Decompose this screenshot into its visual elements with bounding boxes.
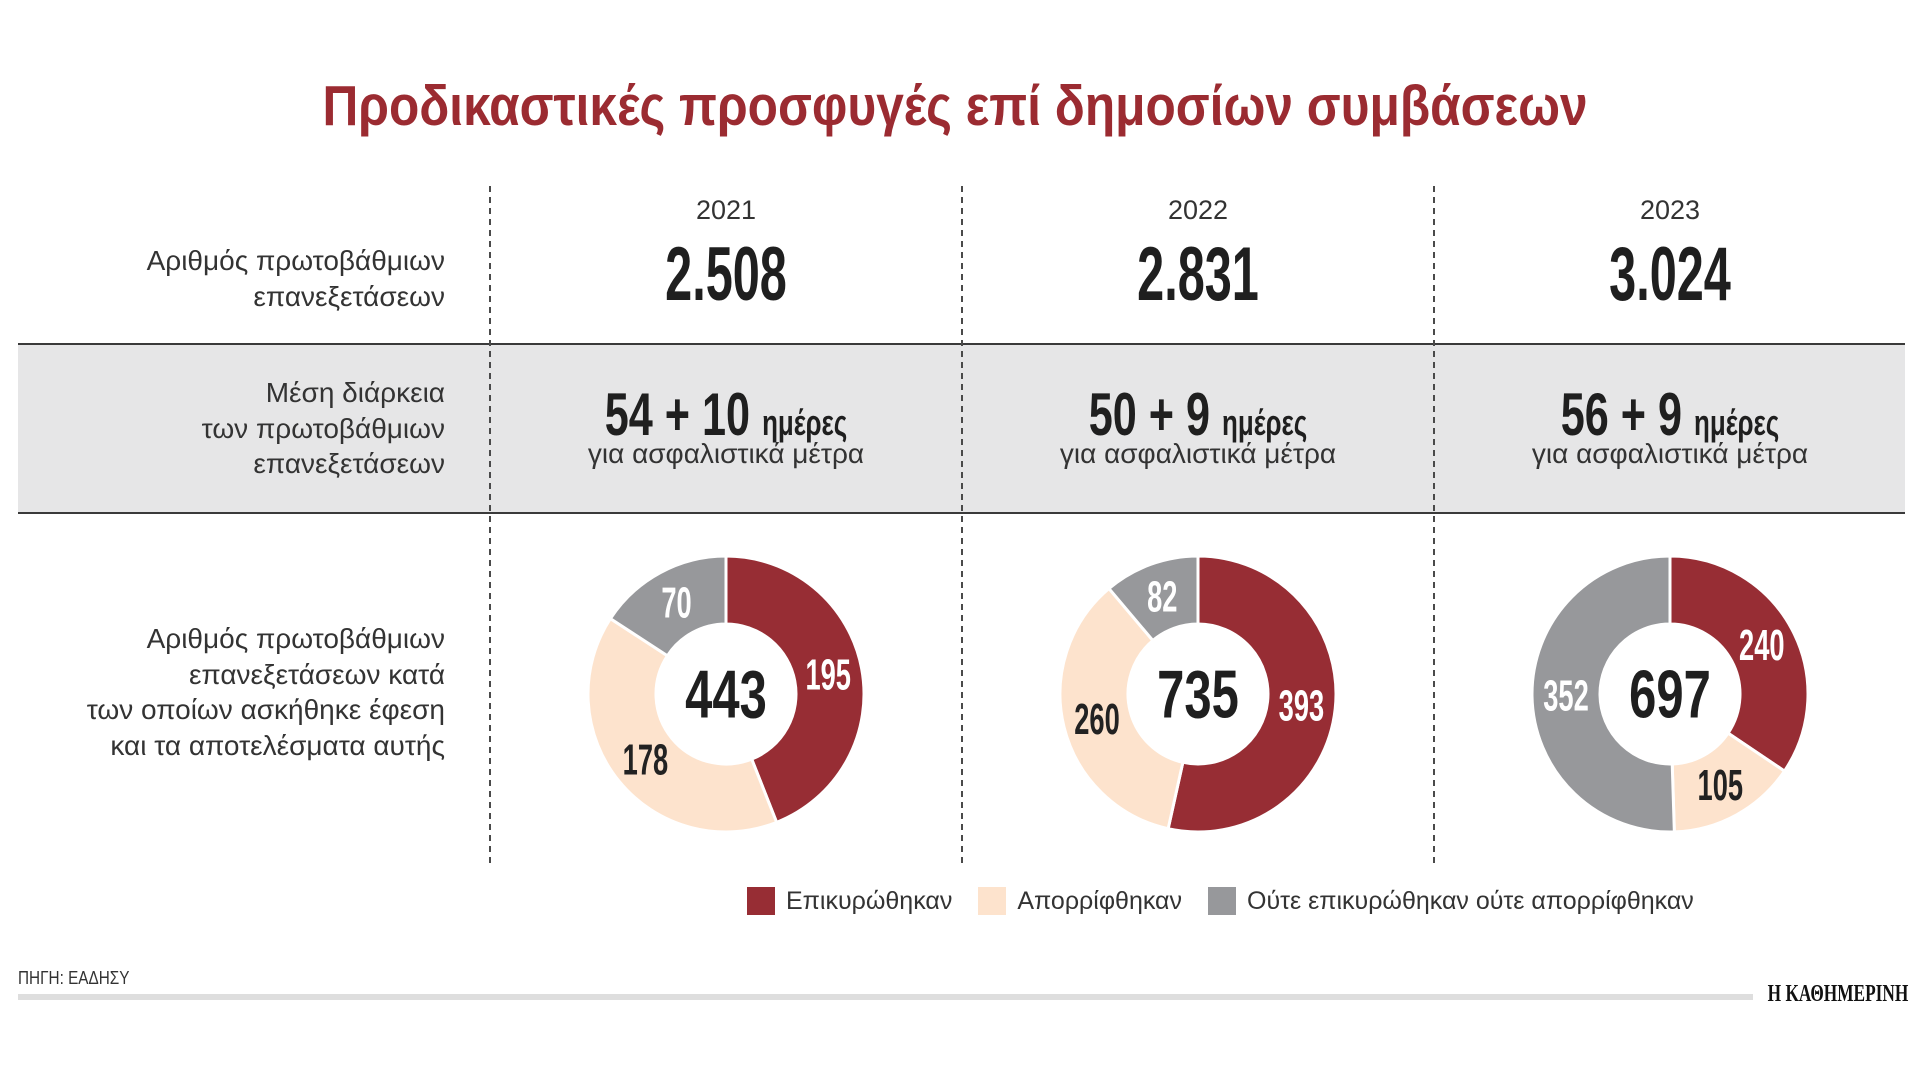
legend-label: Ούτε επικυρώθηκαν ούτε απορρίφθηκαν	[1247, 887, 1694, 915]
duration-note: για ασφαλιστικά μέτρα	[1531, 438, 1809, 469]
donut-label-confirmed: 195	[805, 650, 851, 699]
legend-swatch-neither	[1208, 887, 1236, 915]
row-label-line: των πρωτοβάθμιων	[201, 412, 445, 444]
donut-label-confirmed: 240	[1739, 620, 1785, 669]
year-heading: 2021	[695, 195, 757, 225]
source-note: ΠΗΓΗ: ΕΑΔΗΣΥ	[18, 968, 130, 988]
publisher-logo: Η ΚΑΘΗΜΕΡΙΝΗ	[1767, 981, 1908, 1007]
row-label-line: Αριθμός πρωτοβάθμιων	[146, 623, 445, 654]
legend-item-neither: Ούτε επικυρώθηκαν ούτε απορρίφθηκαν	[1208, 887, 1694, 915]
column-divider	[1433, 186, 1435, 867]
donut-label-rejected: 260	[1074, 694, 1120, 743]
donut-chart-2022: 393 260 82 735	[1058, 554, 1338, 834]
column-divider	[489, 186, 491, 867]
duration-note: για ασφαλιστικά μέτρα	[1059, 438, 1337, 469]
legend-swatch-confirmed	[747, 887, 775, 915]
donut-slice-neither	[1107, 554, 1200, 643]
legend-item-rejected: Απορρίφθηκαν	[978, 887, 1182, 915]
donut-slice-neither	[608, 554, 728, 658]
row-label-reviews: Αριθμός πρωτοβάθμιων επανεξετάσεων	[0, 243, 445, 314]
duration-unit: ημέρες	[762, 402, 848, 443]
row-label-line: επανεξετάσεων	[253, 280, 445, 312]
row-label-line: επανεξετάσεων	[253, 448, 445, 479]
legend-label: Απορρίφθηκαν	[1017, 887, 1182, 915]
duration-days: 54 + 10	[604, 381, 751, 448]
chart-legend: Επικυρώθηκαν Απορρίφθηκαν Ούτε επικυρώθη…	[747, 887, 1720, 915]
duration-days: 56 + 9	[1560, 381, 1683, 448]
duration-days: 50 + 9	[1088, 381, 1211, 448]
row-label-line: Αριθμός πρωτοβάθμιων	[146, 245, 445, 276]
year-column-2023: 2023 3.024 56 + 9 ημέρες για ασφαλιστικά…	[1434, 0, 1906, 880]
donut-center-total: 735	[1157, 656, 1239, 733]
donut-chart-2023: 240 105 352 697	[1530, 554, 1810, 834]
duration-value: 54 + 10 ημέρες	[556, 385, 896, 445]
duration-unit: ημέρες	[1222, 402, 1308, 443]
donut-slice-rejected	[1058, 587, 1185, 831]
donut-slice-rejected	[586, 617, 779, 834]
donut-slice-confirmed	[1166, 554, 1338, 834]
donut-label-confirmed: 393	[1279, 681, 1325, 730]
reviews-count: 2.508	[665, 232, 787, 317]
duration-unit: ημέρες	[1694, 402, 1780, 443]
year-heading: 2023	[1639, 195, 1701, 225]
reviews-count: 3.024	[1609, 232, 1731, 317]
legend-label: Επικυρώθηκαν	[786, 887, 953, 915]
donut-label-neither: 82	[1147, 572, 1177, 621]
row-label-line: Μέση διάρκεια	[265, 377, 445, 408]
year-column-2021: 2021 2.508 54 + 10 ημέρες για ασφαλιστικ…	[490, 0, 962, 880]
reviews-count: 2.831	[1137, 232, 1259, 317]
legend-item-confirmed: Επικυρώθηκαν	[747, 887, 952, 915]
legend-swatch-rejected	[978, 887, 1007, 915]
duration-value: 56 + 9 ημέρες	[1500, 385, 1840, 445]
donut-label-rejected: 178	[623, 735, 669, 784]
donut-center-total: 443	[685, 656, 767, 733]
year-heading: 2022	[1167, 195, 1229, 225]
footer-bar	[18, 994, 1753, 1000]
row-label-line: και τα αποτελέσματα αυτής	[110, 729, 445, 761]
donut-label-rejected: 105	[1698, 760, 1744, 809]
donut-label-neither: 352	[1543, 671, 1589, 720]
duration-value: 50 + 9 ημέρες	[1028, 385, 1368, 445]
donut-slice-confirmed	[724, 554, 866, 824]
donut-chart-2021: 195 178 70 443	[586, 554, 866, 834]
row-label-duration: Μέση διάρκεια των πρωτοβάθμιων επανεξετά…	[0, 375, 445, 482]
column-divider	[961, 186, 963, 867]
donut-slice-neither	[1530, 554, 1676, 834]
year-column-2022: 2022 2.831 50 + 9 ημέρες για ασφαλιστικά…	[962, 0, 1434, 880]
donut-center-total: 697	[1629, 656, 1711, 733]
row-label-line: επανεξετάσεων κατά	[188, 658, 445, 690]
row-label-line: των οποίων ασκήθηκε έφεση	[86, 694, 445, 725]
infographic-title: Προδικαστικές προσφυγές επί δημοσίων συμ…	[322, 74, 1588, 138]
donut-label-neither: 70	[661, 578, 691, 627]
row-label-appeals: Αριθμός πρωτοβάθμιων επανεξετάσεων κατά …	[0, 621, 445, 763]
donut-slice-confirmed	[1668, 554, 1810, 773]
duration-note: για ασφαλιστικά μέτρα	[587, 438, 865, 469]
